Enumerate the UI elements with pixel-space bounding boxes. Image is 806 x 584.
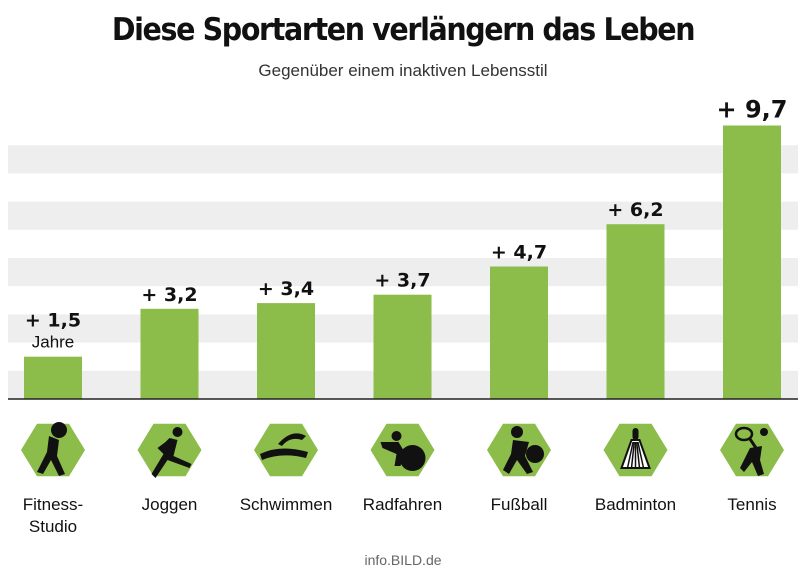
value-label: + 6,2 (607, 199, 663, 221)
category-label: Fitness-Studio (23, 495, 83, 536)
page-title: Diese Sportarten verlängern das Leben (111, 12, 696, 48)
value-label: + 9,7 (717, 96, 788, 124)
category-label: Fußball (491, 495, 548, 514)
value-label: + 1,5 (25, 310, 81, 332)
jogging-icon (137, 423, 202, 478)
bar (490, 266, 548, 399)
grid-stripe (8, 145, 798, 174)
grid-stripes (8, 145, 798, 399)
bar (140, 308, 199, 399)
value-label: + 3,4 (258, 278, 314, 300)
bar (257, 303, 315, 399)
source-credit: info.BILD.de (364, 552, 442, 568)
bar (606, 224, 665, 399)
bar (723, 125, 781, 399)
category-label: Schwimmen (240, 495, 333, 514)
value-unit-label: Jahre (32, 333, 75, 352)
badminton-icon (603, 423, 668, 477)
bar (373, 294, 432, 399)
category-label: Tennis (727, 495, 776, 514)
tennis-icon (720, 423, 784, 477)
cycling-icon (370, 423, 435, 477)
page-subtitle: Gegenüber einem inaktiven Lebensstil (258, 61, 548, 80)
category-label: Radfahren (363, 495, 442, 514)
category-label: Badminton (595, 495, 676, 514)
swimming-icon (254, 423, 318, 477)
grid-stripe (8, 201, 798, 230)
bar (24, 356, 82, 399)
category-label: Joggen (142, 495, 198, 514)
value-label: + 3,2 (141, 284, 197, 306)
football-icon (487, 423, 551, 477)
grid-stripe (8, 258, 798, 287)
fitness-icon (21, 422, 85, 477)
value-label: + 4,7 (491, 242, 547, 264)
value-label: + 3,7 (374, 270, 430, 292)
